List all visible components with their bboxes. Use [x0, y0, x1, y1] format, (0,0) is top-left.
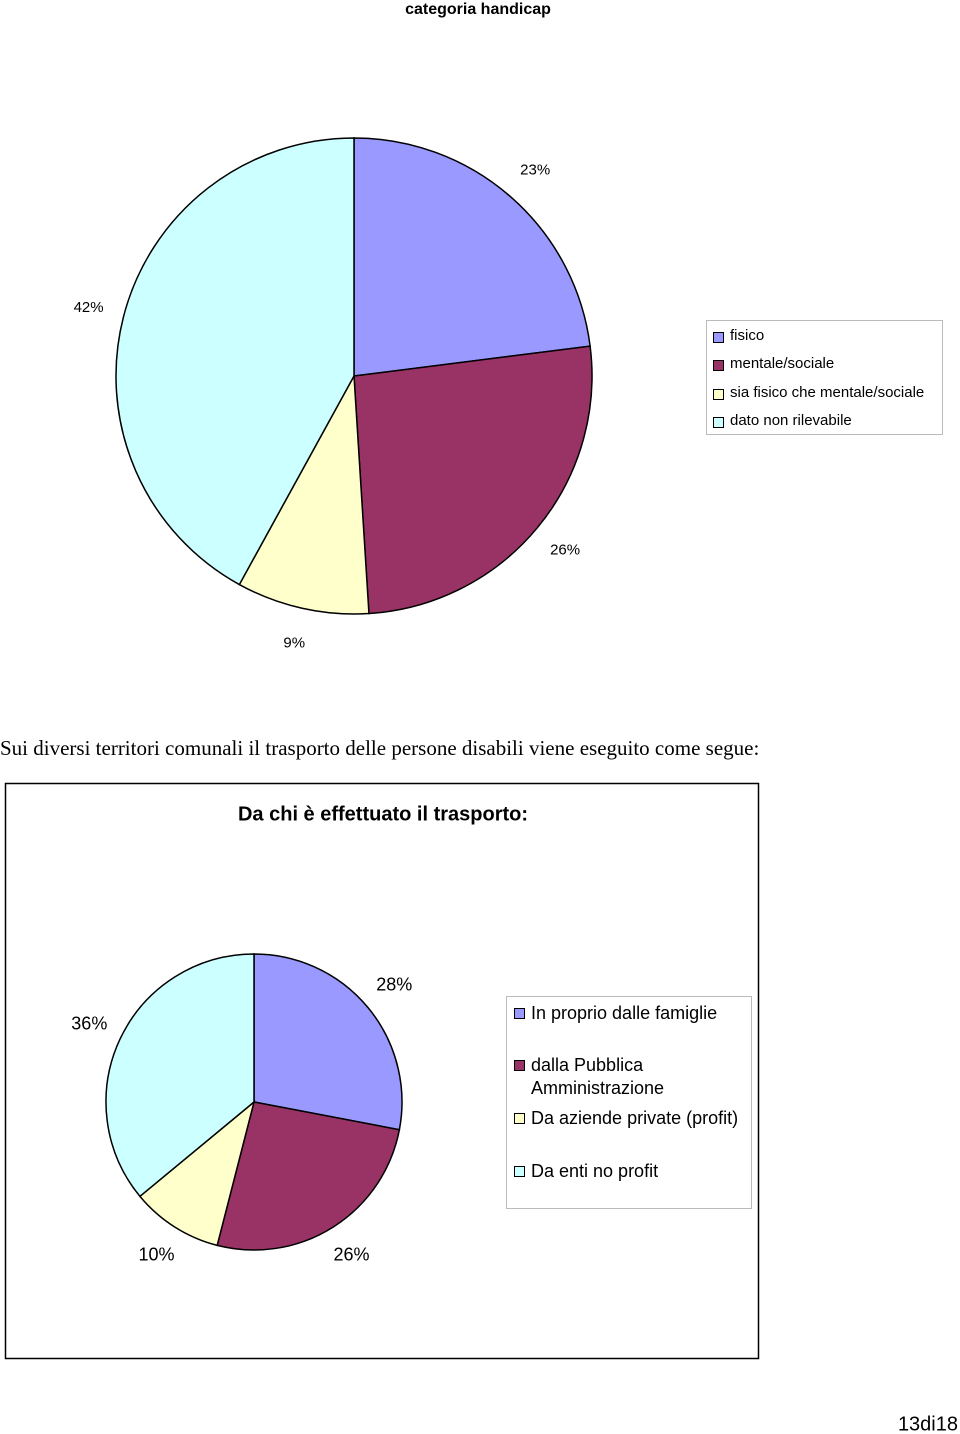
legend-swatch [514, 1060, 525, 1072]
pie-slice [216, 1101, 401, 1251]
legend-label: In proprio dalle famiglie [531, 1003, 718, 1023]
legend-swatch [713, 332, 724, 344]
legend-label: sia fisico che mentale/sociale [730, 384, 925, 401]
legend-swatch [514, 1166, 525, 1178]
data-label: 26% [334, 1244, 370, 1264]
data-label: 26% [550, 542, 580, 559]
legend-label: dalla Pubblica Amministrazione [531, 1055, 665, 1098]
legend-swatch [713, 360, 724, 372]
legend-item: mentale/sociale [713, 355, 950, 374]
page-number: 13di18 [898, 1413, 958, 1434]
legend-item: In proprio dalle famiglie [514, 1002, 756, 1025]
legend-label: Da aziende private (profit) [531, 1108, 739, 1128]
legend-item: fisico [713, 327, 950, 346]
legend-item: Da enti no profit [514, 1160, 756, 1183]
legend-item: sia fisico che mentale/sociale [713, 384, 950, 403]
pie-slice [238, 373, 370, 615]
data-label: 28% [376, 975, 412, 995]
pie-slice [253, 953, 403, 1131]
chart-title: categoria handicap [405, 1, 551, 18]
legend-swatch [713, 417, 724, 429]
legend-swatch [514, 1008, 525, 1020]
data-label: 9% [283, 634, 305, 651]
pie-slice [353, 137, 591, 377]
legend-item: Da aziende private (profit) [514, 1107, 756, 1130]
data-label: 23% [520, 161, 550, 178]
legend-label: Da enti no profit [531, 1161, 659, 1181]
legend-swatch [514, 1113, 525, 1125]
pie-slice [138, 1099, 256, 1247]
legend-label: fisico [730, 327, 765, 344]
legend-label: mentale/sociale [730, 355, 835, 372]
pie-slice [105, 953, 255, 1198]
legend-item: dato non rilevabile [713, 412, 950, 431]
legend: In proprio dalle famiglie dalla Pubblica … [506, 996, 752, 1209]
legend-swatch [713, 389, 724, 401]
data-label: 10% [138, 1244, 174, 1264]
legend-item: dalla Pubblica Amministrazione [514, 1054, 756, 1099]
data-label: 36% [71, 1013, 107, 1033]
pie-slice [353, 345, 593, 615]
data-label: 42% [74, 299, 104, 316]
chart-title: Da chi è effettuato il trasporto: [238, 803, 528, 825]
body-text: Sui diversi territori comunali il traspo… [0, 736, 759, 760]
legend: fisico mentale/sociale sia fisico che ment… [706, 320, 943, 435]
legend-label: dato non rilevabile [730, 412, 852, 429]
chart-frame [4, 782, 760, 1360]
pie-slice [115, 137, 355, 586]
